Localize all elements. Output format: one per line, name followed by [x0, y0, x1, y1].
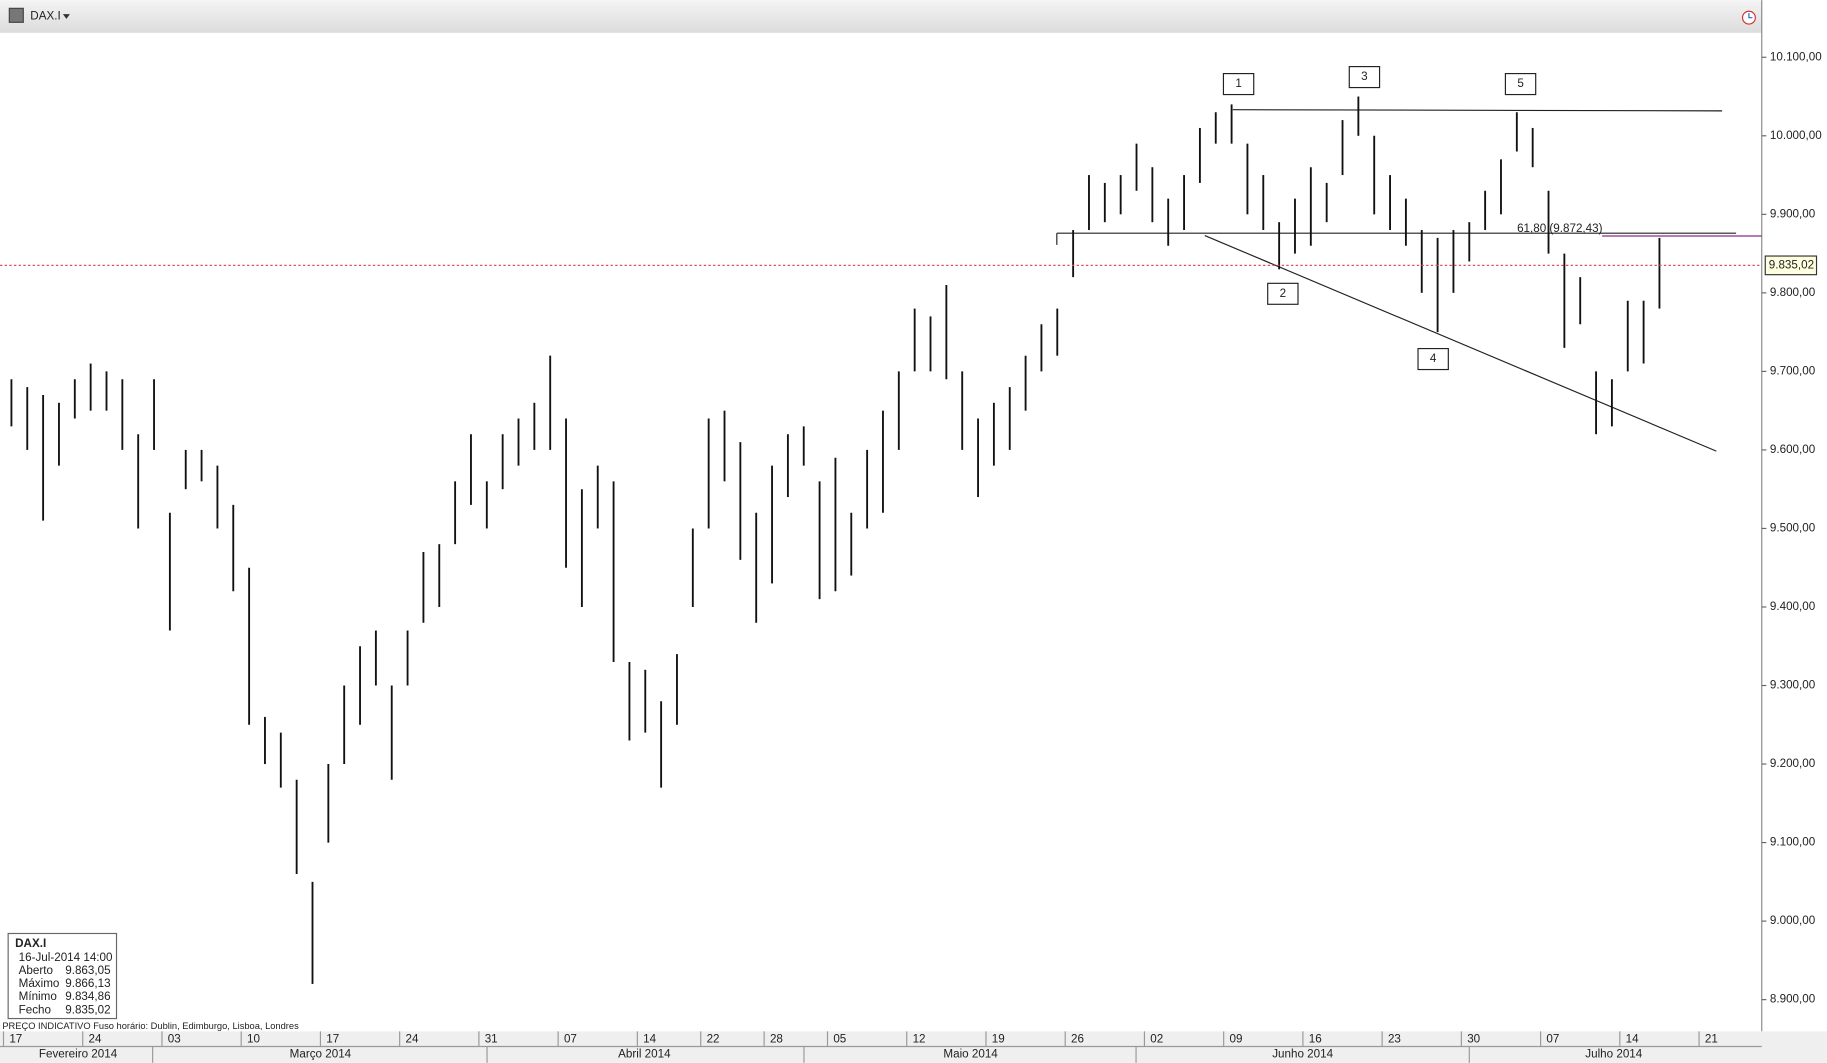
x-tick-label: 24	[89, 1033, 102, 1046]
info-label: Fecho	[19, 1003, 51, 1016]
x-tick-label: 31	[485, 1033, 498, 1046]
info-value: 9.866,13	[65, 977, 110, 990]
info-datetime: 16-Jul-2014 14:00	[19, 951, 113, 964]
info-label: Aberto	[19, 964, 53, 977]
x-tick-label: 26	[1071, 1033, 1084, 1046]
symbol[interactable]: DAX.I	[30, 10, 60, 23]
x-tick-label: 24	[405, 1033, 418, 1046]
x-tick-label: 14	[1626, 1033, 1639, 1046]
x-tick-label: 17	[9, 1033, 22, 1046]
x-tick-label: 07	[1546, 1033, 1559, 1046]
x-tick-label: 07	[564, 1033, 577, 1046]
x-tick-label: 23	[1388, 1033, 1401, 1046]
info-label: Máximo	[19, 977, 60, 990]
info-value: 9.835,02	[65, 1003, 110, 1016]
month-label: Março 2014	[290, 1048, 352, 1061]
y-tick-label: 10.000,00	[1770, 129, 1822, 142]
y-tick-label: 9.400,00	[1770, 600, 1816, 613]
month-label: Junho 2014	[1272, 1048, 1333, 1061]
resistance-line	[1232, 109, 1723, 112]
wave-label-box	[1222, 73, 1255, 96]
wave-label-box	[1267, 282, 1299, 305]
clock-hands	[1748, 12, 1753, 19]
dropdown-arrow[interactable]	[62, 14, 70, 19]
x-tick-label: 12	[913, 1033, 926, 1046]
wave-label-box	[1348, 66, 1381, 89]
wave-label: 4	[1430, 352, 1437, 365]
x-tick-label: 28	[770, 1033, 783, 1046]
y-tick-label: 9.900,00	[1770, 207, 1816, 220]
y-tick-label: 9.800,00	[1770, 286, 1816, 299]
y-tick-label: 9.700,00	[1770, 364, 1816, 377]
info-box-frame	[7, 932, 118, 1020]
last-price-label: 9.835,02	[1769, 258, 1814, 271]
info-symbol: DAX.I	[15, 937, 46, 950]
y-tick-label: 10.100,00	[1770, 50, 1822, 63]
x-tick-label: 21	[1705, 1033, 1718, 1046]
month-label: Fevereiro 2014	[39, 1048, 118, 1061]
info-label: Mínimo	[19, 990, 57, 1003]
x-tick-label: 16	[1309, 1033, 1322, 1046]
info-value: 9.863,05	[65, 964, 110, 977]
info-box: DAX.I 16-Jul-2014 14:00 Aberto 9.863,05 Má…	[7, 932, 118, 1020]
month-label: Maio 2014	[943, 1048, 998, 1061]
symbol-icon[interactable]	[8, 7, 24, 23]
y-tick-label: 9.200,00	[1770, 757, 1816, 770]
month-label: Julho 2014	[1585, 1048, 1642, 1061]
x-tick-label: 02	[1150, 1033, 1163, 1046]
wave-label: 1	[1235, 77, 1241, 90]
x-tick-label: 30	[1467, 1033, 1480, 1046]
month-label: Abril 2014	[618, 1048, 671, 1061]
x-tick-label: 10	[247, 1033, 260, 1046]
x-tick-label: 22	[707, 1033, 720, 1046]
x-tick-label: 05	[833, 1033, 846, 1046]
wave-label-box	[1504, 73, 1537, 96]
y-tick-label: 9.300,00	[1770, 679, 1816, 692]
x-tick-label: 14	[643, 1033, 656, 1046]
wave-label: 3	[1361, 70, 1367, 83]
footer-note: PREÇO INDICATIVO Fuso horário: Dublin, E…	[2, 1021, 299, 1031]
info-value: 9.834,86	[65, 990, 110, 1003]
toolbar	[0, 0, 1762, 33]
y-tick-label: 9.600,00	[1770, 443, 1816, 456]
y-tick-label: 9.000,00	[1770, 914, 1816, 927]
y-tick-label: 8.900,00	[1770, 993, 1816, 1006]
x-tick-label: 19	[992, 1033, 1005, 1046]
trendline	[1204, 235, 1717, 452]
x-tick-label: 03	[168, 1033, 181, 1046]
wave-label-box	[1417, 347, 1449, 371]
x-tick-label: 17	[326, 1033, 339, 1046]
y-tick-label: 9.500,00	[1770, 522, 1816, 535]
wave-label: 5	[1517, 77, 1523, 90]
wave-label: 2	[1280, 287, 1286, 300]
y-tick-label: 9.100,00	[1770, 836, 1816, 849]
last-price-box	[1764, 255, 1818, 276]
x-tick-label: 09	[1229, 1033, 1242, 1046]
fib-label: 61,80 (9.872,43)	[1517, 222, 1603, 235]
